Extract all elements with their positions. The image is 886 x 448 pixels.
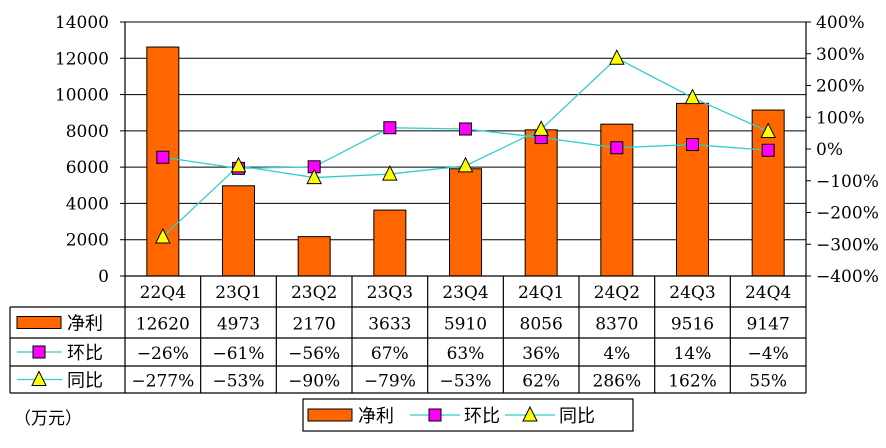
table-cell: 2170	[293, 315, 336, 335]
point-同比-24Q1	[533, 120, 549, 136]
table-cell: 9147	[747, 315, 790, 335]
table-cell: −61%	[212, 344, 264, 364]
legend-box	[302, 398, 634, 432]
point-环比-23Q3	[383, 121, 397, 135]
category-label: 23Q2	[291, 283, 337, 303]
table-cell: −277%	[131, 372, 194, 392]
legend: 净利 环比 同比	[302, 398, 634, 432]
y-right-tick-label: −200%	[816, 204, 879, 224]
point-同比-23Q4	[457, 156, 474, 173]
table-cell: 9516	[671, 315, 714, 335]
legend-swatch-净利	[307, 408, 353, 422]
table-cell: 36%	[522, 344, 560, 364]
category-label: 24Q3	[669, 283, 715, 303]
point-环比-23Q4	[459, 122, 472, 136]
bar-24Q1	[524, 129, 558, 277]
y-left-tick-label: 4000	[66, 194, 109, 214]
point-同比-23Q3	[382, 164, 398, 181]
table-cell: 162%	[668, 372, 717, 392]
unit-label: （万元）	[14, 409, 82, 429]
bar-23Q4	[449, 168, 482, 277]
line-series	[155, 49, 776, 244]
category-label: 24Q2	[594, 283, 640, 303]
table-cell: 62%	[522, 372, 560, 392]
table-key-同比	[31, 370, 47, 386]
bar-series	[146, 46, 785, 277]
table-cell: −53%	[212, 372, 264, 392]
y-left-tick-label: 8000	[66, 122, 109, 142]
y-right-tick-label: 100%	[816, 108, 865, 128]
table-row-label: 环比	[67, 343, 103, 364]
category-label: 23Q4	[442, 283, 488, 303]
y-right-tick-label: 200%	[816, 77, 865, 97]
y-right-tick-label: −400%	[816, 267, 879, 287]
point-同比-23Q2	[306, 168, 322, 185]
table-cell: 286%	[593, 372, 642, 392]
data-table: 22Q4 23Q1 23Q2 23Q3 23Q4 24Q1 24Q2 24Q3 24Q4 净利 12…	[9, 275, 807, 394]
table-cell: 3633	[368, 315, 411, 335]
table-cell: −26%	[137, 344, 189, 364]
bar-23Q2	[297, 236, 331, 277]
y-left-tick-label: 6000	[66, 158, 109, 178]
bar-24Q3	[676, 102, 709, 277]
table-key-净利	[16, 316, 62, 329]
point-同比-24Q3	[684, 88, 701, 105]
category-label: 22Q4	[140, 283, 186, 303]
legend-label: 同比	[559, 406, 595, 427]
table-cell: −53%	[439, 372, 491, 392]
table-cell: −79%	[364, 372, 416, 392]
legend-swatch-环比	[428, 408, 442, 422]
table-cell: 4973	[217, 315, 260, 335]
point-同比-22Q4	[155, 227, 171, 244]
table-cell: 14%	[674, 344, 712, 364]
table-cell: 5910	[444, 315, 487, 335]
y-right-tick-label: −300%	[816, 235, 879, 255]
table-cell: 8370	[595, 315, 638, 335]
table-cell: 8056	[520, 315, 563, 335]
category-label: 24Q1	[518, 283, 564, 303]
table-row-label: 同比	[67, 371, 103, 392]
category-label: 24Q4	[745, 283, 791, 303]
y-left-tick-label: 2000	[66, 231, 109, 251]
axes: 0 2000 4000 6000 8000 10000 12000 14000 −400% −30…	[55, 13, 879, 287]
category-label: 23Q1	[215, 283, 261, 303]
table-row-label: 净利	[67, 314, 103, 335]
table-key-环比	[32, 345, 46, 359]
y-right-tick-label: 0%	[816, 140, 843, 160]
category-label: 23Q3	[367, 283, 413, 303]
y-right-tick-label: 300%	[816, 45, 865, 65]
point-环比-24Q3	[686, 138, 699, 152]
y-left-tick-label: 12000	[55, 49, 109, 69]
legend-label: 净利	[358, 406, 394, 427]
bar-23Q1	[222, 185, 255, 277]
table-cell: 55%	[749, 372, 787, 392]
legend-swatch-同比	[522, 405, 538, 422]
table-cell: −4%	[748, 344, 789, 364]
point-同比-23Q1	[230, 156, 247, 173]
bar-24Q2	[600, 123, 634, 277]
point-同比-24Q4	[760, 122, 776, 139]
point-环比-24Q4	[761, 143, 775, 157]
table-cell: −56%	[288, 344, 340, 364]
point-环比-24Q2	[610, 141, 624, 155]
table-cell: 63%	[447, 344, 485, 364]
point-环比-22Q4	[156, 150, 170, 164]
bar-23Q3	[373, 209, 407, 277]
table-cell: 12620	[136, 315, 190, 335]
point-同比-24Q2	[609, 49, 625, 65]
table-cell: 67%	[371, 344, 409, 364]
legend-label: 环比	[464, 406, 500, 427]
table-cell: −90%	[288, 372, 340, 392]
table-cell: 4%	[603, 344, 630, 364]
y-right-tick-label: 400%	[816, 13, 865, 33]
y-right-tick-label: −100%	[816, 172, 879, 192]
y-left-tick-label: 0	[98, 267, 109, 287]
y-left-tick-label: 10000	[55, 86, 109, 106]
y-left-tick-label: 14000	[55, 13, 109, 33]
